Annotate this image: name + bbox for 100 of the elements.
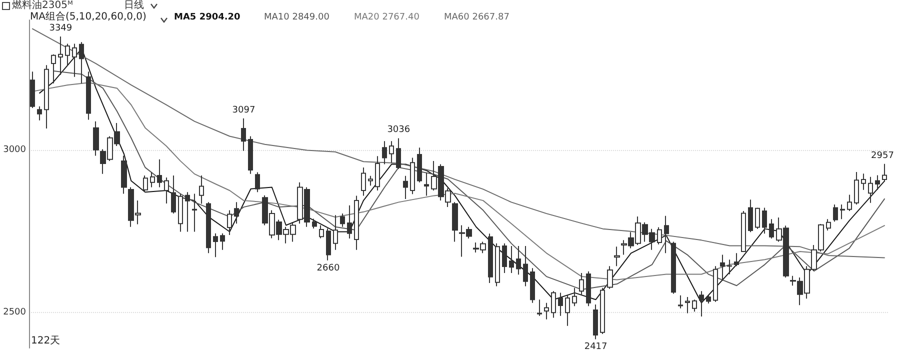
candlestick bbox=[72, 43, 77, 78]
candlestick bbox=[727, 259, 732, 275]
candlestick bbox=[396, 138, 401, 170]
candlestick bbox=[206, 202, 211, 254]
candlestick bbox=[868, 176, 873, 204]
candlestick bbox=[579, 272, 584, 295]
candlestick bbox=[227, 210, 232, 236]
candlestick bbox=[389, 140, 394, 164]
candlestick bbox=[854, 171, 859, 205]
candlestick bbox=[558, 292, 563, 316]
candlestick bbox=[664, 215, 669, 254]
candlestick bbox=[171, 175, 176, 214]
chart-subtitle: 日线 bbox=[124, 0, 144, 11]
candlestick bbox=[312, 218, 317, 229]
candlestick bbox=[51, 54, 56, 84]
candlestick bbox=[769, 218, 774, 240]
candlestick bbox=[234, 202, 239, 224]
candlestick bbox=[600, 287, 605, 335]
annotation: 3349 bbox=[49, 24, 72, 34]
candlestick bbox=[861, 173, 866, 190]
y-tick-label: 2500 bbox=[3, 307, 26, 318]
candlestick bbox=[452, 202, 458, 242]
candlestick bbox=[692, 299, 697, 312]
candlestick bbox=[178, 193, 183, 232]
candlestick bbox=[403, 175, 408, 200]
candlestick bbox=[586, 270, 591, 307]
candlestick bbox=[516, 246, 521, 276]
candlestick bbox=[840, 204, 845, 220]
candlestick bbox=[93, 120, 99, 156]
candlestick bbox=[523, 246, 528, 287]
candlestick bbox=[340, 213, 345, 228]
candlestick bbox=[657, 226, 662, 245]
candlestick bbox=[333, 214, 338, 250]
candlestick bbox=[164, 177, 169, 204]
candlestick bbox=[495, 242, 500, 287]
candlestick bbox=[213, 232, 218, 258]
candlestick bbox=[150, 172, 155, 188]
candlestick bbox=[488, 233, 493, 284]
candlestick bbox=[875, 174, 880, 190]
annotation: 2957 bbox=[871, 150, 894, 161]
candlestick bbox=[199, 175, 204, 204]
annotation: 3036 bbox=[387, 125, 410, 136]
candlestick bbox=[537, 299, 542, 316]
candlestick bbox=[607, 266, 613, 290]
candlestick bbox=[248, 136, 253, 174]
text: MA20 2767.40 bbox=[354, 12, 420, 22]
text: MA10 2849.00 bbox=[264, 12, 330, 22]
annotation: 3097 bbox=[232, 105, 256, 116]
candlestick bbox=[30, 71, 35, 109]
candlestick bbox=[220, 232, 225, 250]
candlestick bbox=[833, 204, 838, 222]
candlestick bbox=[572, 287, 577, 307]
candlestick bbox=[354, 195, 359, 250]
candlestick bbox=[157, 158, 162, 188]
candlestick bbox=[713, 266, 718, 302]
candlestick bbox=[424, 172, 429, 196]
candlestick bbox=[326, 228, 331, 261]
candlestick bbox=[382, 140, 387, 165]
candlestick bbox=[347, 204, 352, 240]
candlestick bbox=[734, 252, 739, 267]
y-tick-label: 3000 bbox=[3, 144, 26, 155]
chart-title: 燃料油2305ᴹ bbox=[12, 0, 73, 11]
candlestick bbox=[614, 246, 620, 267]
candlestick bbox=[192, 193, 197, 232]
candlestick bbox=[375, 156, 380, 191]
candlestick bbox=[44, 64, 49, 129]
candlestick bbox=[417, 147, 422, 183]
candlestick bbox=[755, 207, 760, 230]
candlestick bbox=[509, 246, 514, 274]
candlestick bbox=[58, 36, 63, 76]
candlestick bbox=[255, 172, 260, 193]
annotation: 122天 bbox=[31, 336, 60, 346]
candlestick bbox=[544, 302, 549, 320]
candlestick bbox=[121, 155, 127, 194]
candlestick bbox=[699, 290, 704, 317]
candlestick bbox=[143, 175, 148, 193]
candlestick bbox=[741, 210, 746, 252]
text: MA60 2667.87 bbox=[444, 12, 510, 22]
candlestick bbox=[565, 294, 570, 326]
annotation: 2660 bbox=[316, 263, 340, 274]
candlestick bbox=[410, 157, 415, 195]
candlestick bbox=[502, 242, 507, 274]
candlestick bbox=[762, 207, 767, 234]
text: MA5 2904.20 bbox=[174, 12, 240, 22]
candlestick bbox=[368, 175, 373, 186]
candlestick bbox=[319, 224, 324, 239]
candlestick bbox=[671, 241, 676, 294]
candlestick bbox=[826, 218, 831, 231]
candlestick bbox=[882, 163, 887, 182]
annotation: MA组合(5,10,20,60,0,0) bbox=[30, 10, 147, 22]
candlestick bbox=[530, 268, 535, 304]
candlestick bbox=[185, 192, 190, 232]
candlestick bbox=[678, 294, 683, 309]
candlestick bbox=[593, 304, 598, 340]
candlestick bbox=[37, 106, 42, 121]
candlestick bbox=[79, 42, 84, 84]
candlestick bbox=[241, 118, 246, 152]
candlestick bbox=[847, 194, 852, 212]
candlestick bbox=[551, 290, 556, 318]
candlestick bbox=[748, 199, 753, 233]
